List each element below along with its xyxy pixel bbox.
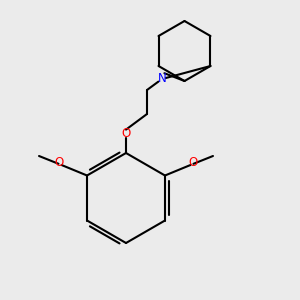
Text: O: O bbox=[55, 156, 64, 169]
Text: O: O bbox=[188, 156, 197, 169]
Text: N: N bbox=[158, 71, 166, 85]
Text: O: O bbox=[122, 127, 130, 140]
